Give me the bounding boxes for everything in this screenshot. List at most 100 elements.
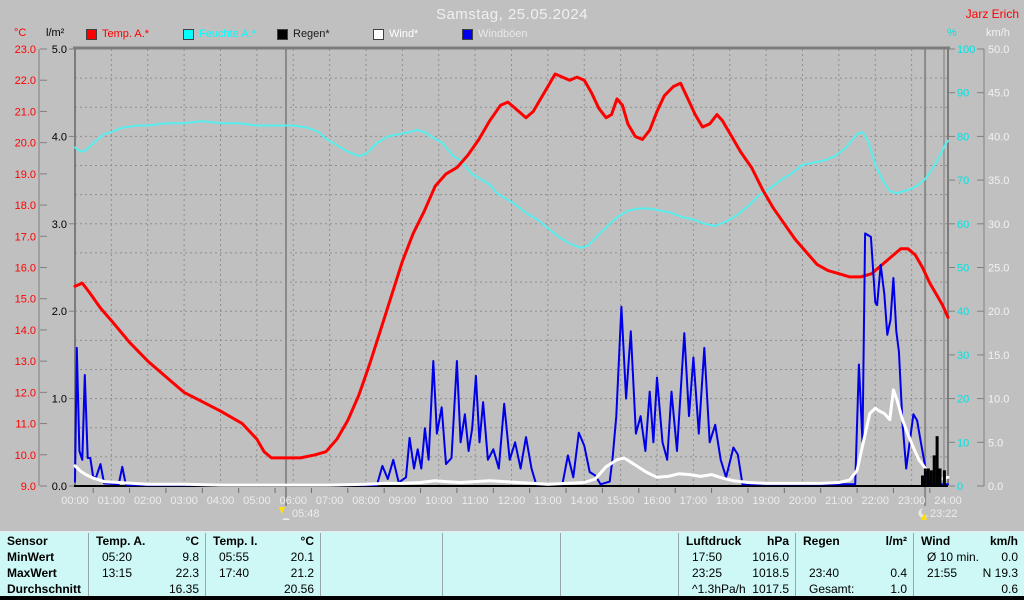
table-row: 13:15 22.3 [89,565,205,581]
rain-bar [942,470,946,486]
series-windboeen [74,232,949,487]
table-row [321,581,442,596]
time-tick-label: 15:00 [607,495,635,507]
table-section-wind: Wind km/h Ø 10 min. 0.0 21:55 N 19.3 0.6 [913,533,1024,596]
time-tick-label: 02:00 [134,495,162,507]
humidity-tick-label: 30 [957,350,969,362]
temp-tick-label: 19.0 [15,169,36,181]
wind-tick-label: 0.0 [988,481,1003,493]
humidity-tick-label: 20 [957,394,969,406]
table-cell-value: 1017.5 [752,582,789,596]
table-cell-time [321,565,334,581]
legend-swatch-feuchte-icon [183,28,194,40]
legend-item-temp: Temp. A.* [86,28,149,40]
table-section-regen: Regen l/m² 23:40 0.4 Gesamt: 1.0 [795,533,913,596]
sunset-time: 23:22 [930,508,958,520]
temp-tick-label: 21.0 [15,106,36,118]
table-sensor-unit: km/h [989,534,1018,548]
time-tick-label: 10:00 [425,495,453,507]
table-cell-value: 9.8 [182,550,199,564]
temp-tick-label: 10.0 [15,450,36,462]
table-cell-time: 23:40 [809,566,840,580]
wind-tick-label: 25.0 [988,263,1009,275]
table-cell-value: 22.3 [175,566,199,580]
legend-label-wind: Wind* [389,28,419,40]
table-cell-time [443,549,456,565]
table-section-header: Temp. A. °C [89,533,205,549]
table-sensor-name [443,533,450,549]
time-tick-label: 22:00 [861,495,889,507]
table-row [561,581,678,596]
table-row: Gesamt: 1.0 [796,581,913,596]
temp-tick-label: 23.0 [15,44,36,56]
table-row: 0.6 [914,581,1024,596]
legend-item-regen: Regen* [277,28,330,40]
wind-tick-label: 40.0 [988,131,1009,143]
humidity-tick-label: 10 [957,437,969,449]
table-row: 17:40 21.2 [206,565,320,581]
table-cell-time: 05:55 [219,550,250,564]
table-cell-time [796,549,809,565]
table-sensor-name: Temp. I. [213,534,258,548]
wind-tick-label: 20.0 [988,306,1009,318]
rain-axis-unit: l/m² [46,27,65,39]
table-cell-time: ^1.3hPa/h [692,582,746,596]
humidity-tick-label: 90 [957,88,969,100]
table-sensor-name: Luftdruck [686,534,742,548]
table-row-labels: Sensor MinWert MaxWert Durchschnitt [0,533,88,596]
rain-bar [935,436,939,486]
rain-bar [938,468,942,486]
table-sensor-name: Regen [803,534,840,548]
temp-tick-label: 20.0 [15,138,36,150]
table-section-empty [320,533,442,596]
time-tick-label: 05:00 [243,495,271,507]
rain-bar [932,455,936,486]
time-tick-label: 06:00 [279,495,307,507]
table-cell-time [89,581,102,596]
table-row-label: Durchschnitt [7,582,82,596]
series-temp [73,72,950,460]
table-cell-time [321,549,334,565]
time-tick-label: 09:00 [389,495,417,507]
rain-tick-label: 2.0 [52,306,67,318]
time-tick-label: 03:00 [170,495,198,507]
table-cell-time [443,581,456,596]
sunrise-icon [279,507,290,520]
legend-swatch-windboeen-icon [462,28,473,40]
time-tick-label: 21:00 [825,495,853,507]
wind-tick-label: 45.0 [988,88,1009,100]
table-cell-value: 20.56 [283,582,314,596]
table-section-header: Luftdruck hPa [679,533,795,549]
temp-tick-label: 11.0 [15,419,36,431]
table-section-temp-a-: Temp. A. °C 05:20 9.8 13:15 22.3 16.35 [88,533,205,596]
date-title: Samstag, 25.05.2024 [435,6,589,23]
table-row-label: MaxWert [7,566,57,580]
humidity-axis-unit: % [947,27,957,39]
table-section-luftdruck: Luftdruck hPa 17:50 1016.0 23:25 1018.5 ^1.3hP… [678,533,795,596]
wind-axis-unit: km/h [986,27,1010,39]
table-section-empty [560,533,678,596]
table-section-header [321,533,442,549]
table-section-header [561,533,678,549]
table-row-label: Sensor [7,534,48,548]
legend-label-feuchte: Feuchte A.* [199,28,256,40]
table-cell-value: 1.0 [890,582,907,596]
table-row: 23:40 0.4 [796,565,913,581]
rain-bar [929,470,933,486]
rain-bar [926,468,930,486]
table-row [321,549,442,565]
table-sensor-unit: l/m² [885,534,907,548]
time-tick-label: 24:00 [934,495,962,507]
time-tick-label: 20:00 [789,495,817,507]
table-cell-time: 23:25 [692,566,723,580]
table-sensor-name [321,533,328,549]
time-tick-label: 12:00 [498,495,526,507]
table-row: 05:55 20.1 [206,549,320,565]
table-row: 21:55 N 19.3 [914,565,1024,581]
legend-label-regen: Regen* [293,28,330,40]
station-name: Jarz Erich [965,7,1019,21]
humidity-tick-label: 40 [957,306,969,318]
table-cell-value: 0.4 [890,566,907,580]
humidity-tick-label: 50 [957,263,969,275]
